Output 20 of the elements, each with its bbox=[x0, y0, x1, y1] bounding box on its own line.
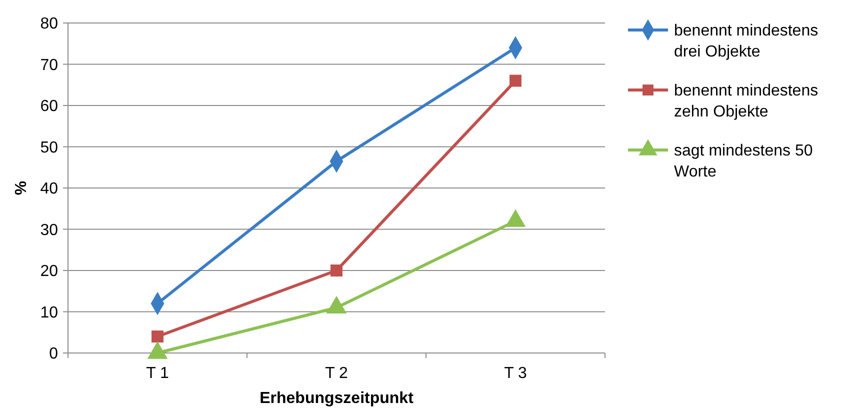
y-axis-title: % bbox=[13, 180, 30, 196]
x-axis-title: Erhebungszeitpunkt bbox=[260, 390, 414, 407]
y-tick-label: 40 bbox=[40, 180, 58, 198]
y-tick-label: 60 bbox=[40, 98, 58, 116]
point bbox=[330, 264, 342, 276]
y-tick-label: 20 bbox=[40, 263, 58, 280]
y-tick-label: 70 bbox=[40, 56, 58, 74]
y-tick-label: 10 bbox=[40, 304, 58, 322]
point bbox=[152, 330, 164, 342]
legend-label: benennt mindestens drei Objekte bbox=[674, 22, 818, 60]
y-tick-label: 50 bbox=[40, 139, 58, 156]
legend-label: benennt mindestens zehn Objekte bbox=[674, 82, 818, 120]
x-tick-label: T 3 bbox=[504, 365, 528, 382]
legend-label: sagt mindestens 50 Worte bbox=[674, 142, 813, 180]
point bbox=[510, 74, 522, 87]
x-tick-label: T 2 bbox=[325, 365, 348, 382]
x-tick-label: T 1 bbox=[146, 365, 170, 382]
y-tick-label: 30 bbox=[40, 222, 58, 239]
y-tick-label: 80 bbox=[40, 16, 58, 33]
y-tick-label: 0 bbox=[49, 346, 58, 363]
